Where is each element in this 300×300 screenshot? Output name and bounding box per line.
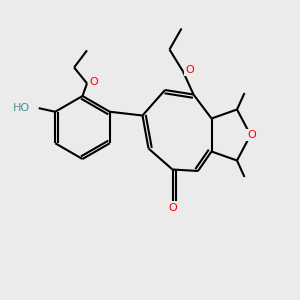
Text: O: O — [185, 65, 194, 75]
Text: O: O — [89, 77, 98, 87]
Text: O: O — [168, 202, 177, 213]
Text: HO: HO — [13, 103, 30, 113]
Text: O: O — [248, 130, 256, 140]
